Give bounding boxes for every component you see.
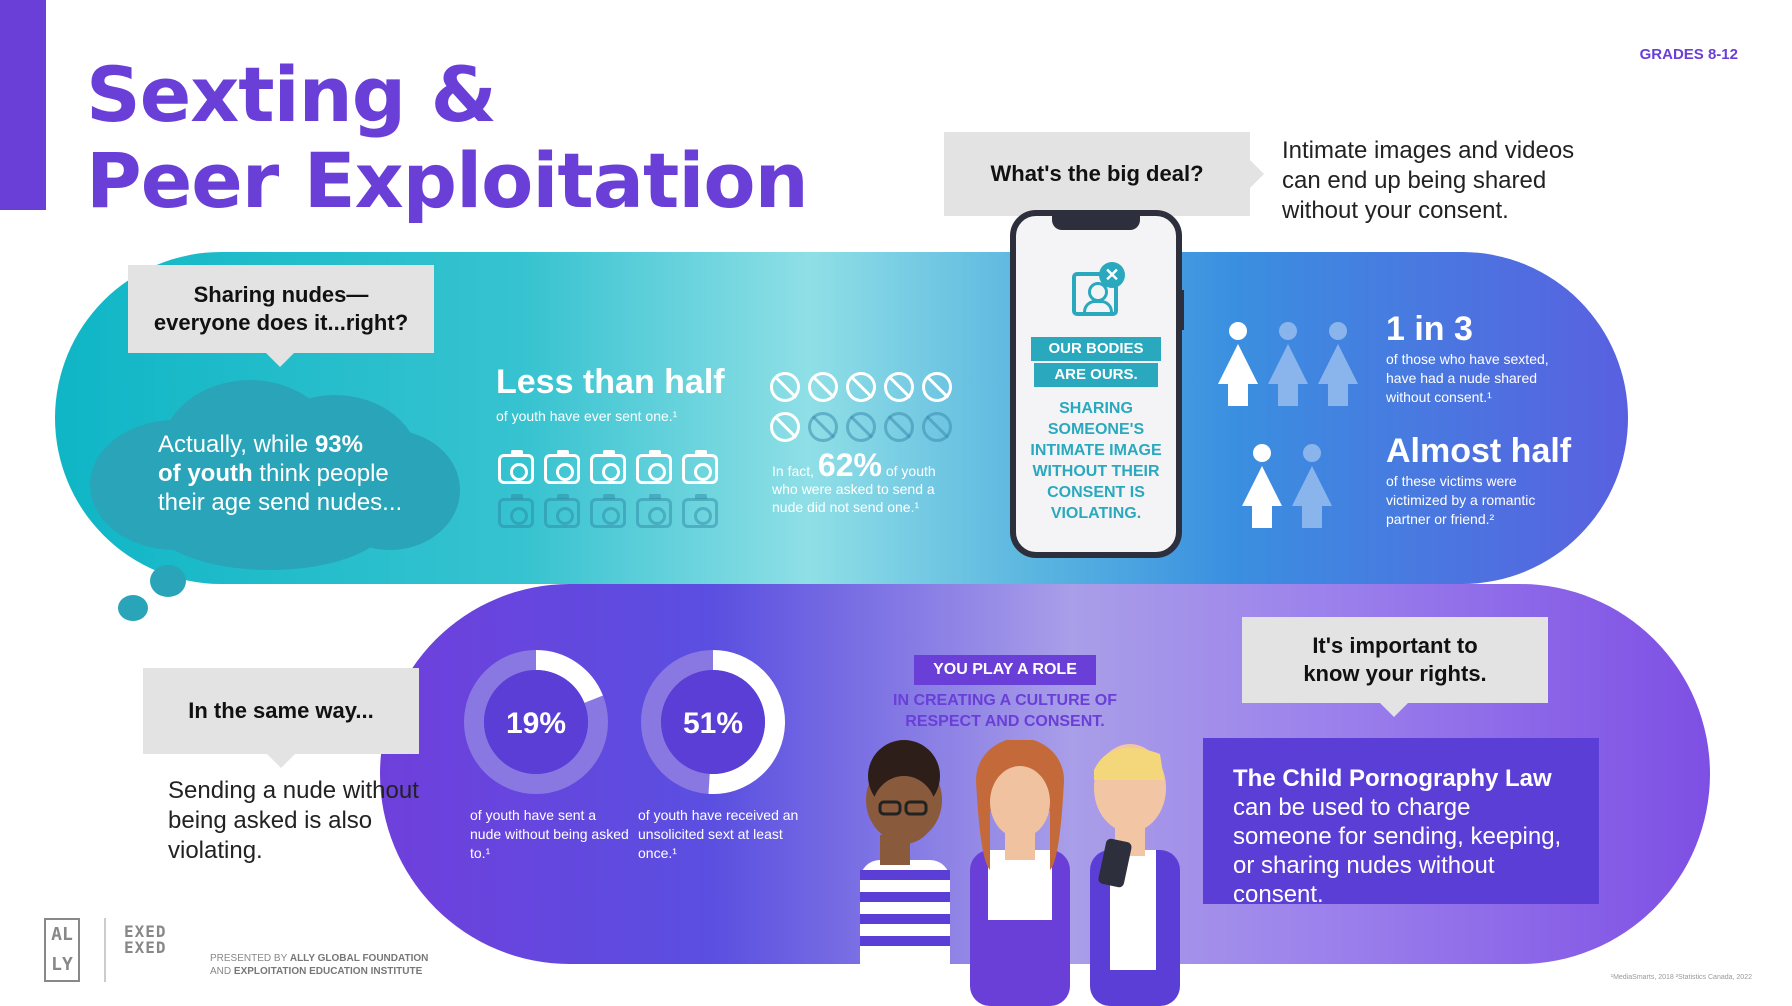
youth-figure-middle — [970, 740, 1070, 1006]
donut-51-label: 51% — [683, 707, 743, 740]
callout-same-way: In the same way... — [143, 668, 419, 768]
you-play-a-role-banner: YOU PLAY A ROLE — [914, 655, 1096, 685]
donut-51-svg: 51% — [641, 650, 785, 794]
phone-banner-1: OUR BODIES — [1031, 337, 1161, 361]
person-icon — [1318, 322, 1358, 406]
footnotes: ¹MediaSmarts, 2018 ²Statistics Canada, 2… — [1610, 974, 1752, 981]
camera-icon — [636, 494, 672, 528]
callout-sharing-nudes-text: Sharing nudes— everyone does it...right? — [153, 282, 409, 335]
prohibited-icon — [922, 372, 952, 402]
youth-figure-left — [860, 740, 950, 1006]
camera-icon — [544, 494, 580, 528]
donut-19-label: 19% — [506, 707, 566, 740]
cloud-text: Actually, while 93% of youth think peopl… — [158, 430, 458, 517]
one-in-3-sub: of those who have sexted, have had a nud… — [1386, 351, 1549, 405]
person-icon — [1268, 322, 1308, 406]
law-bold: The Child Pornography Law — [1233, 765, 1552, 792]
camera-icon — [682, 494, 718, 528]
donut-51-caption: of youth have received an unsolicited se… — [638, 807, 799, 861]
big-deal-answer: Intimate images and videos can end up be… — [1282, 137, 1575, 224]
cloud-line2-bold: of youth — [158, 460, 253, 487]
page-title: Sexting & Peer Exploitation — [86, 50, 809, 225]
almost-half-heading: Almost half — [1386, 432, 1572, 470]
grades-label: GRADES 8-12 — [1639, 46, 1738, 63]
callout-big-deal: What's the big deal? — [944, 132, 1264, 216]
donut-51-center — [661, 670, 765, 774]
presented-by: PRESENTED BY ALLY GLOBAL FOUNDATION AND … — [210, 952, 450, 978]
exed-logo: EXED EXED — [124, 922, 167, 957]
cloud-line1-pre: Actually, while — [158, 431, 315, 458]
profile-image-icon — [1072, 272, 1118, 316]
cloud-line2-rest: think people — [252, 460, 389, 487]
callout-rights-line1: It's important to — [1312, 633, 1478, 658]
youth-illustration — [860, 740, 1180, 1006]
phone-message: SHARING SOMEONE'S INTIMATE IMAGE WITHOUT… — [1030, 400, 1162, 522]
person-icon — [1242, 444, 1282, 528]
prohibited-icon — [846, 412, 876, 442]
callout-rights-line2: know your rights. — [1303, 661, 1487, 686]
cloud-line3: their age send nudes... — [158, 489, 403, 516]
sixty-two-pre: In fact, — [772, 463, 818, 479]
prohibited-icon — [884, 412, 914, 442]
sixty-two-line3: nude did not send one.¹ — [772, 499, 920, 515]
presented-and: AND — [210, 966, 234, 977]
camera-icon — [590, 494, 626, 528]
prohibited-icon — [808, 412, 838, 442]
side-accent-bar — [0, 0, 46, 210]
presented-pre: PRESENTED BY — [210, 953, 290, 964]
camera-icon — [682, 450, 718, 484]
close-icon: ✕ — [1099, 262, 1125, 288]
youth-figure-right — [1090, 744, 1180, 1006]
prohibited-icon — [922, 412, 952, 442]
prohibited-icon — [884, 372, 914, 402]
prohibited-icon — [808, 372, 838, 402]
ally-logo: AL LY — [44, 918, 80, 982]
camera-icon — [544, 450, 580, 484]
donut-51-arc — [708, 650, 785, 794]
callout-rights: It's important to know your rights. — [1242, 617, 1548, 717]
camera-icon — [590, 450, 626, 484]
sixty-two-big: 62% — [817, 447, 882, 483]
phone-side-button — [1178, 290, 1184, 330]
phone-notch — [1052, 216, 1140, 230]
sixty-two-percent-stat: In fact, 62% of youth who were asked to … — [772, 449, 972, 516]
donut-51: 51% — [641, 650, 785, 794]
sixty-two-line2: who were asked to send a — [772, 481, 935, 497]
prohibited-icon — [770, 372, 800, 402]
callout-same-way-text: In the same way... — [188, 698, 374, 723]
person-icon — [1292, 444, 1332, 528]
you-play-a-role-sub: IN CREATING A CULTURE OF RESPECT AND CON… — [893, 692, 1117, 730]
callout-big-deal-text: What's the big deal? — [990, 161, 1204, 186]
law-rest: can be used to charge someone for sendin… — [1233, 794, 1562, 908]
presented-org2: EXPLOITATION EDUCATION INSTITUTE — [233, 966, 423, 977]
cloud-line1-bold: 93% — [314, 431, 363, 458]
same-way-text: Sending a nude without being asked is al… — [168, 777, 419, 864]
almost-half-sub: of these victims were victimized by a ro… — [1386, 473, 1536, 527]
one-in-3-heading: 1 in 3 — [1386, 310, 1473, 348]
less-than-half-sub: of youth have ever sent one.¹ — [496, 408, 678, 424]
phone-banner-2: ARE OURS. — [1034, 363, 1158, 387]
sixty-two-post: of youth — [881, 463, 936, 479]
camera-icon — [498, 450, 534, 484]
title-line-2: Peer Exploitation — [86, 136, 809, 225]
prohibited-icon — [846, 372, 876, 402]
camera-icon — [498, 494, 534, 528]
callout-sharing-nudes: Sharing nudes— everyone does it...right? — [128, 265, 434, 367]
donut-19-caption: of youth have sent a nude without being … — [470, 807, 629, 861]
donut-19-svg: 19% — [464, 650, 608, 794]
person-icon — [1218, 322, 1258, 406]
donut-19: 19% — [464, 650, 608, 794]
law-box: The Child Pornography Law can be used to… — [1203, 738, 1599, 908]
title-line-1: Sexting & — [86, 50, 497, 139]
presented-org1: ALLY GLOBAL FOUNDATION — [289, 953, 429, 964]
prohibited-icon — [770, 412, 800, 442]
camera-icon — [636, 450, 672, 484]
donut-19-arc — [535, 650, 603, 704]
less-than-half-heading: Less than half — [496, 363, 725, 401]
donut-19-center — [484, 670, 588, 774]
logo-divider — [104, 918, 106, 982]
